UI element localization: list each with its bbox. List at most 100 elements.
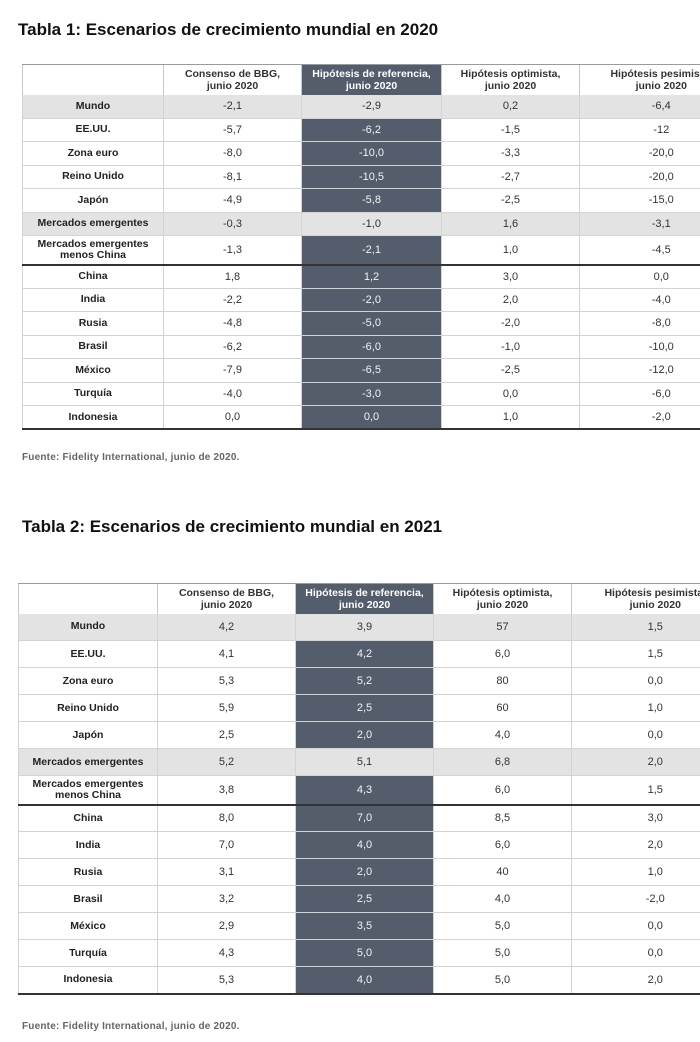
table-row: Zona euro -8,0 -10,0 -3,3 -20,0 (22, 141, 700, 166)
cell-value: -4,0 (163, 382, 302, 406)
cell-value: 8,0 (157, 803, 296, 832)
cell-value: -8,1 (163, 165, 302, 189)
row-label: Mundo (22, 94, 164, 119)
row-label: China (22, 263, 164, 289)
cell-value: -20,0 (579, 165, 700, 189)
cell-value: -2,7 (441, 165, 580, 189)
table-row: China 8,0 7,0 8,5 3,0 (18, 803, 700, 832)
cell-value: -8,0 (163, 141, 302, 166)
cell-value: 1,0 (441, 405, 580, 430)
cell-value: 4,0 (295, 831, 434, 859)
table-row: Zona euro 5,3 5,2 80 0,0 (18, 667, 700, 695)
cell-value: 1,6 (441, 212, 580, 236)
table2-header-consenso: Consenso de BBG, junio 2020 (157, 583, 296, 614)
cell-value: -3,1 (579, 212, 700, 236)
cell-value: 5,3 (157, 667, 296, 695)
row-label: Turquía (22, 382, 164, 406)
table2-header-referencia: Hipótesis de referencia, junio 2020 (295, 583, 434, 614)
table-row: Reino Unido -8,1 -10,5 -2,7 -20,0 (22, 165, 700, 189)
cell-value: 4,3 (157, 939, 296, 967)
cell-value: 5,2 (157, 748, 296, 776)
cell-value: -6,2 (301, 118, 442, 142)
table2-header-optimista: Hipótesis optimista, junio 2020 (433, 583, 572, 614)
cell-value: -2,1 (163, 94, 302, 119)
cell-value: 4,2 (295, 640, 434, 668)
cell-value: 4,2 (157, 613, 296, 641)
row-label: India (22, 288, 164, 312)
row-label: Mercados emergentes menos China (22, 235, 164, 265)
row-label: Reino Unido (18, 694, 158, 722)
row-label: Zona euro (22, 141, 164, 166)
table-row: Indonesia 0,0 0,0 1,0 -2,0 (22, 405, 700, 430)
row-label: India (18, 831, 158, 859)
cell-value: 0,0 (163, 405, 302, 430)
cell-value: 2,0 (295, 858, 434, 886)
table-row: Japón 2,5 2,0 4,0 0,0 (18, 721, 700, 749)
table1: Consenso de BBG, junio 2020 Hipótesis de … (22, 64, 700, 430)
cell-value: 1,5 (571, 640, 700, 668)
cell-value: 2,5 (295, 694, 434, 722)
cell-value: 1,8 (163, 263, 302, 289)
cell-value: 3,5 (295, 912, 434, 940)
cell-value: 6,0 (433, 640, 572, 668)
cell-value: -15,0 (579, 188, 700, 213)
table1-title: Tabla 1: Escenarios de crecimiento mundi… (18, 20, 439, 39)
row-label: Mundo (18, 613, 158, 641)
cell-value: 4,0 (433, 885, 572, 913)
cell-value: 1,0 (441, 235, 580, 265)
cell-value: -2,0 (579, 405, 700, 430)
cell-value: -4,5 (579, 235, 700, 265)
cell-value: 6,0 (433, 775, 572, 805)
cell-value: -5,8 (301, 188, 442, 213)
cell-value: -6,4 (579, 94, 700, 119)
table1-header-optimista: Hipótesis optimista, junio 2020 (441, 64, 580, 95)
row-label: México (22, 358, 164, 383)
cell-value: -1,0 (441, 335, 580, 359)
cell-value: -2,9 (301, 94, 442, 119)
cell-value: 1,0 (571, 858, 700, 886)
cell-value: 4,0 (295, 966, 434, 995)
row-label: Japón (18, 721, 158, 749)
cell-value: -12 (579, 118, 700, 142)
row-label: Mercados emergentes menos China (18, 775, 158, 805)
cell-value: 0,0 (571, 939, 700, 967)
table-row: Mundo 4,2 3,9 57 1,5 (18, 613, 700, 641)
cell-value: 3,2 (157, 885, 296, 913)
row-label: EE.UU. (22, 118, 164, 142)
cell-value: 1,5 (571, 775, 700, 805)
cell-value: 3,0 (571, 803, 700, 832)
row-label: Indonesia (22, 405, 164, 430)
table2-title: Tabla 2: Escenarios de crecimiento mundi… (22, 517, 443, 536)
table1-header-consenso: Consenso de BBG, junio 2020 (163, 64, 302, 95)
table-row: India 7,0 4,0 6,0 2,0 (18, 831, 700, 859)
cell-value: 0,0 (571, 721, 700, 749)
cell-value: -2,5 (441, 188, 580, 213)
cell-value: -2,1 (301, 235, 442, 265)
row-label: China (18, 803, 158, 832)
cell-value: 3,0 (441, 263, 580, 289)
table2-header-corner (18, 583, 158, 614)
cell-value: -12,0 (579, 358, 700, 383)
cell-value: -10,0 (579, 335, 700, 359)
cell-value: -20,0 (579, 141, 700, 166)
row-label: Mercados emergentes (22, 212, 164, 236)
cell-value: 6,8 (433, 748, 572, 776)
table-row: China 1,8 1,2 3,0 0,0 (22, 263, 700, 289)
cell-value: 1,2 (301, 263, 442, 289)
cell-value: 8,5 (433, 803, 572, 832)
cell-value: 0,0 (571, 912, 700, 940)
cell-value: 5,0 (433, 912, 572, 940)
cell-value: -1,3 (163, 235, 302, 265)
cell-value: 4,3 (295, 775, 434, 805)
cell-value: -1,0 (301, 212, 442, 236)
cell-value: -2,0 (571, 885, 700, 913)
row-label: Rusia (22, 311, 164, 336)
cell-value: 60 (433, 694, 572, 722)
table-row: Mercados emergentes menos China -1,3 -2,1 1… (22, 235, 700, 265)
table1-header-pesimista: Hipótesis pesimista,junio 2020 (579, 64, 700, 95)
table1-body: Mundo -2,1 -2,9 0,2 -6,4 EE.UU. -5,7 -6,2 -1,5 -1… (22, 94, 700, 430)
cell-value: 5,3 (157, 966, 296, 995)
row-label: Indonesia (18, 966, 158, 995)
cell-value: -8,0 (579, 311, 700, 336)
table-row: Reino Unido 5,9 2,5 60 1,0 (18, 694, 700, 722)
